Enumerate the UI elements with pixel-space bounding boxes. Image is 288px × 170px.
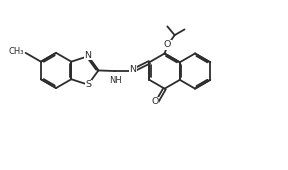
Text: NH: NH xyxy=(109,76,122,85)
Text: N: N xyxy=(129,65,136,74)
Text: S: S xyxy=(85,80,91,89)
Text: CH₃: CH₃ xyxy=(9,47,24,56)
Text: O: O xyxy=(151,97,159,106)
Text: N: N xyxy=(85,51,92,60)
Text: O: O xyxy=(164,40,171,49)
